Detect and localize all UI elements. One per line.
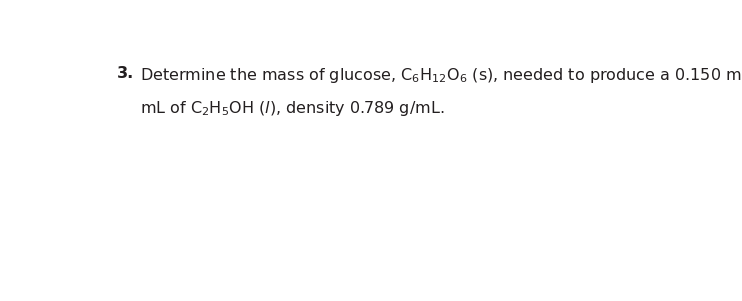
- Text: mL of $\mathregular{C_2H_5OH}$ ($\it{l}$), density 0.789 g/mL.: mL of $\mathregular{C_2H_5OH}$ ($\it{l}$…: [140, 99, 445, 118]
- Text: Determine the mass of glucose, $\mathregular{C_6H_{12}O_6}$ (s), needed to produ: Determine the mass of glucose, $\mathreg…: [140, 66, 742, 85]
- Text: 3.: 3.: [117, 66, 134, 81]
